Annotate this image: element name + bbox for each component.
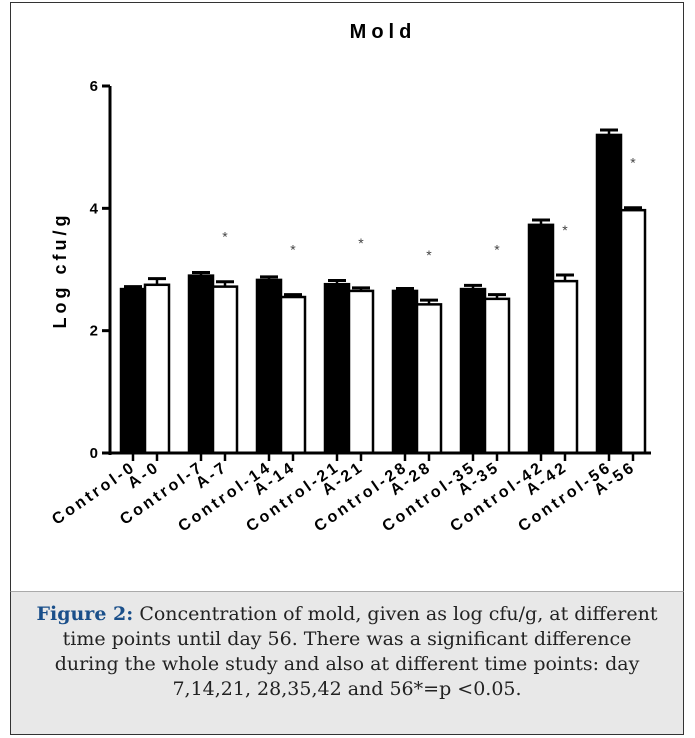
significance-mark-a-7: *: [222, 229, 228, 245]
y-axis-label: Log cfu/g: [50, 212, 70, 329]
bar-a-35: [483, 297, 511, 455]
bar-a-21: [347, 289, 375, 455]
significance-mark-a-14: *: [290, 242, 296, 258]
bar-control-35: [459, 287, 487, 455]
significance-mark-a-35: *: [494, 242, 500, 258]
bar-control-0: [119, 287, 147, 455]
bar-a-0: [143, 283, 171, 455]
bar-control-7: [187, 274, 215, 455]
bar-control-56: [595, 133, 623, 455]
bars-layer: [119, 128, 647, 455]
bar-a-7: [211, 285, 239, 455]
bar-control-21: [323, 282, 351, 455]
bar-a-42: [551, 279, 579, 455]
significance-mark-a-56: *: [630, 155, 636, 171]
bar-a-56: [619, 208, 647, 455]
bar-control-28: [391, 289, 419, 455]
y-tick-label-2: 2: [90, 323, 98, 340]
mold-bar-chart: Mold Log cfu/g ** ** ***0246Control-0A-0Co…: [49, 21, 651, 535]
y-tick-label-4: 4: [90, 200, 99, 217]
bar-a-14: [279, 295, 307, 455]
caption-label: Figure 2:: [36, 603, 134, 625]
y-tick-label-0: 0: [90, 445, 98, 462]
figure-caption: Figure 2: Concentration of mold, given a…: [10, 591, 684, 735]
y-tick-label-6: 6: [90, 78, 98, 95]
bar-control-42: [527, 223, 555, 455]
significance-mark-a-42: *: [562, 222, 568, 238]
significance-mark-a-21: *: [358, 235, 364, 251]
bar-a-28: [415, 303, 443, 455]
significance-mark-a-28: *: [426, 247, 432, 263]
axes-layer: [102, 84, 651, 461]
caption-text: Concentration of mold, given as log cfu/…: [54, 603, 658, 700]
bar-control-14: [255, 278, 283, 455]
chart-title: Mold: [350, 21, 417, 43]
